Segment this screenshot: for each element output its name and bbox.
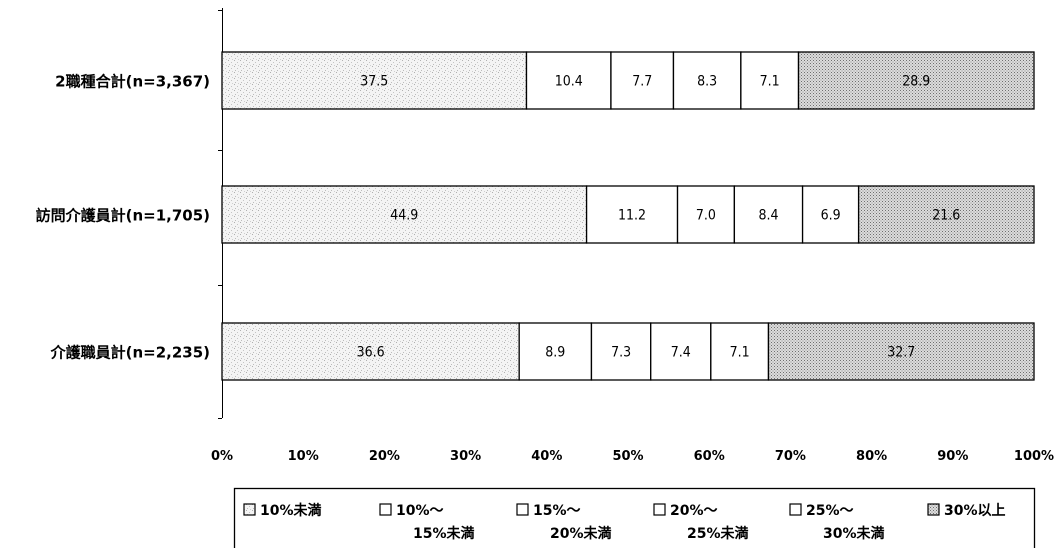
- legend-swatch: [653, 503, 666, 516]
- legend-label: 25%～: [806, 503, 854, 519]
- legend-label-line2: 15%未満: [413, 525, 475, 542]
- data-label: 37.5: [360, 74, 388, 90]
- data-label: 8.4: [758, 208, 778, 224]
- data-label: 7.1: [760, 74, 780, 90]
- bar-segment: [590, 322, 652, 381]
- data-label: 11.2: [618, 208, 646, 224]
- data-label: 8.9: [545, 345, 565, 361]
- bars: 37.5 10.4 7.7 8.3 7.1 28.9 44.9 11.2 7.0 8.4 6.9 21…: [221, 51, 1035, 381]
- legend-label: 20%～: [670, 503, 718, 519]
- legend-swatch: [243, 503, 256, 516]
- bar-segment: [610, 51, 675, 110]
- legend-swatch: [789, 503, 802, 516]
- data-label: 7.3: [611, 345, 631, 361]
- bar-segment: [650, 322, 712, 381]
- x-tick-label: 60%: [694, 449, 725, 464]
- legend-label: 10%～: [396, 503, 444, 519]
- x-tick-label: 30%: [450, 449, 481, 464]
- bar-segment: [525, 51, 612, 110]
- bar-segment: [676, 185, 736, 244]
- legend-label: 10%未満: [260, 502, 322, 519]
- category-label: 訪問介護員計(n=1,705): [36, 207, 210, 225]
- legend-box: [233, 487, 1036, 548]
- x-tick-label: 20%: [369, 449, 400, 464]
- data-label: 10.4: [555, 74, 583, 90]
- data-label: 6.9: [821, 208, 841, 224]
- x-tick-label: 10%: [288, 449, 319, 464]
- bar-segment: [801, 185, 860, 244]
- legend: 10%未満 10%～ 15%未満 15%～ 20%未満 20%～ 25%未満 25%～ 30%未…: [233, 487, 1036, 548]
- x-tick-label: 50%: [612, 449, 643, 464]
- legend-swatch: [516, 503, 529, 516]
- x-axis-ticks: 0% 10% 20% 30% 40% 50% 60% 70% 80% 90% 100%: [211, 449, 1054, 464]
- data-label: 44.9: [390, 208, 418, 224]
- bar-segment: [767, 322, 1035, 381]
- x-tick-label: 70%: [775, 449, 806, 464]
- category-label: 2職種合計(n=3,367): [55, 73, 210, 91]
- legend-label-line2: 30%未満: [823, 525, 885, 542]
- bar-segment: [740, 51, 800, 110]
- data-label: 7.0: [696, 208, 716, 224]
- x-tick-label: 40%: [531, 449, 562, 464]
- data-label: 21.6: [932, 208, 960, 224]
- legend-label-line2: 20%未満: [550, 525, 612, 542]
- category-label: 介護職員計(n=2,235): [50, 344, 210, 362]
- data-label: 8.3: [697, 74, 717, 90]
- bar-segment: [221, 322, 520, 381]
- data-label: 7.7: [632, 74, 652, 90]
- x-tick-label: 0%: [211, 449, 233, 464]
- legend-label: 30%以上: [944, 503, 1006, 519]
- category-labels: 2職種合計(n=3,367) 訪問介護員計(n=1,705) 介護職員計(n=2,2…: [36, 73, 210, 362]
- bar-segment: [221, 51, 528, 110]
- x-tick-label: 90%: [937, 449, 968, 464]
- data-label: 28.9: [902, 74, 930, 90]
- legend-label: 15%～: [533, 503, 581, 519]
- legend-swatch: [927, 503, 940, 516]
- bar-segment: [797, 51, 1035, 110]
- bar-segment: [710, 322, 770, 381]
- legend-label-line2: 25%未満: [687, 525, 749, 542]
- data-label: 36.6: [357, 345, 385, 361]
- bar-segment: [221, 185, 588, 244]
- bar-segment: [857, 185, 1035, 244]
- legend-swatch: [379, 503, 392, 516]
- data-label: 7.1: [730, 345, 750, 361]
- data-label: 7.4: [671, 345, 691, 361]
- data-label: 32.7: [887, 345, 915, 361]
- x-tick-label: 100%: [1014, 449, 1054, 464]
- x-tick-label: 80%: [856, 449, 887, 464]
